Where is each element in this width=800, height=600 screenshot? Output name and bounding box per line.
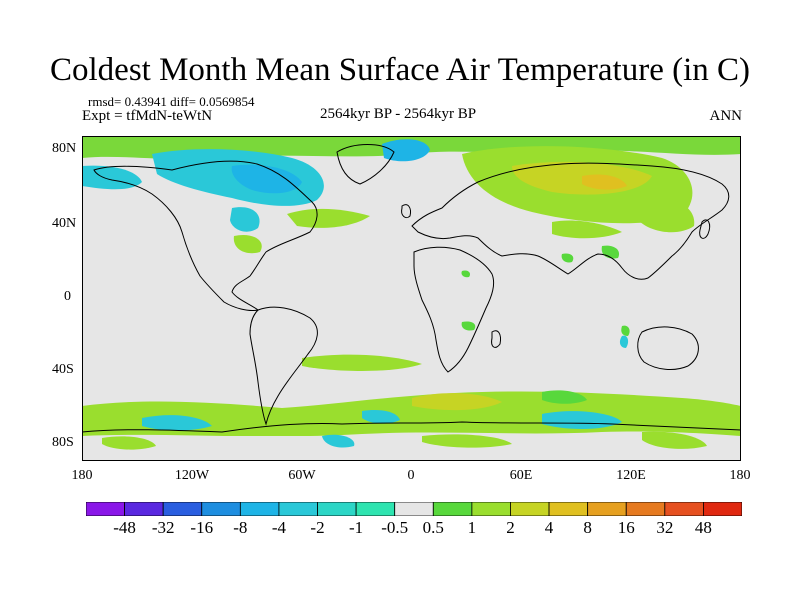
- colorbar-label: 8: [583, 518, 592, 537]
- colorbar-label: 32: [656, 518, 674, 537]
- colorbar-swatch: [239, 502, 280, 516]
- colorbar-label: -32: [151, 518, 175, 537]
- colorbar: [86, 502, 742, 516]
- colorbar-label: -0.5: [381, 518, 409, 537]
- colorbar-swatch: [587, 502, 627, 516]
- colorbar-label: 1: [467, 518, 477, 537]
- colorbar-swatch: [201, 502, 241, 516]
- colorbar-swatch: [394, 502, 434, 516]
- colorbar-label: -1: [349, 518, 364, 537]
- colorbar-label: -4: [271, 518, 287, 537]
- lon-tick-120w: 120W: [174, 468, 210, 483]
- lon-tick-120e: 120E: [616, 468, 646, 483]
- map-frame: [82, 136, 741, 461]
- lat-tick-80n: 80N: [52, 141, 77, 156]
- lon-tick-180w: 180: [71, 468, 93, 483]
- lat-tick-40s: 40S: [52, 362, 74, 377]
- stats-label: rmsd= 0.43941 diff= 0.0569854: [88, 94, 255, 109]
- colorbar-swatch: [625, 502, 666, 516]
- map-title: Coldest Month Mean Surface Air Temperatu…: [50, 52, 750, 88]
- colorbar-label: 4: [544, 518, 554, 537]
- colorbar-swatch: [86, 502, 125, 516]
- experiment-label: Expt = tfMdN-teWtN: [82, 108, 213, 124]
- colorbar-swatch: [124, 502, 164, 516]
- lat-tick-40n: 40N: [52, 216, 77, 231]
- colorbar-label: 48: [694, 518, 712, 537]
- colorbar-swatch: [664, 502, 704, 516]
- colorbar-label: -48: [113, 518, 136, 537]
- colorbar-swatch: [432, 502, 473, 516]
- colorbar-swatch: [703, 502, 742, 516]
- world-map: [82, 136, 741, 461]
- season-label: ANN: [709, 108, 743, 124]
- colorbar-label: -8: [233, 518, 248, 537]
- lon-tick-60e: 60E: [509, 468, 533, 483]
- lat-tick-80s: 80S: [52, 435, 74, 450]
- lon-tick-60w: 60W: [288, 468, 316, 483]
- colorbar-swatch: [317, 502, 357, 516]
- coastlines: [82, 144, 741, 433]
- colorbar-label: 0.5: [422, 518, 444, 537]
- colorbar-swatch: [162, 502, 203, 516]
- period-label: 2564kyr BP - 2564kyr BP: [320, 106, 477, 122]
- colorbar-label: 2: [506, 518, 515, 537]
- lon-tick-180e: 180: [729, 468, 751, 483]
- colorbar-swatch: [471, 502, 511, 516]
- colorbar-label: 16: [617, 518, 635, 537]
- colorbar-label: -2: [310, 518, 325, 537]
- colorbar-label: -16: [190, 518, 214, 537]
- colorbar-swatch: [355, 502, 396, 516]
- lat-tick-0: 0: [64, 289, 71, 304]
- lon-tick-0: 0: [407, 468, 415, 483]
- colorbar-swatch: [510, 502, 550, 516]
- colorbar-swatch: [548, 502, 589, 516]
- colorbar-swatch: [278, 502, 318, 516]
